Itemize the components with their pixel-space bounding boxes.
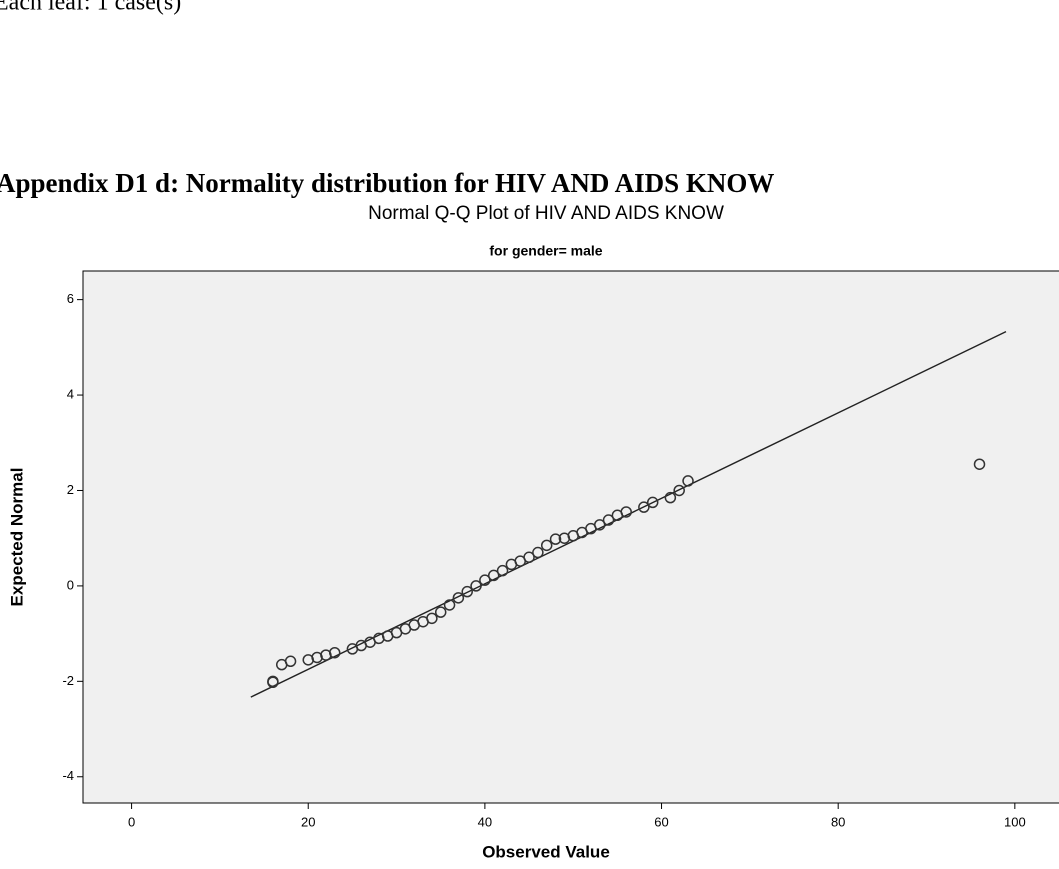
y-tick-label: -4 [62, 768, 74, 783]
y-tick-label: 0 [67, 577, 74, 592]
x-tick-label: 80 [831, 814, 845, 829]
point [267, 676, 279, 689]
y-tick-label: -2 [62, 673, 74, 688]
x-tick-label: 20 [301, 814, 315, 829]
x-tick-label: 60 [654, 814, 668, 829]
point [646, 496, 659, 509]
point [523, 551, 535, 564]
point [496, 564, 509, 577]
point [540, 539, 553, 552]
point [532, 546, 544, 559]
point [443, 599, 456, 611]
plot-area [82, 270, 1059, 804]
point [479, 574, 491, 586]
point [620, 506, 632, 518]
appendix-title: Appendix D1 d: Normality distribution fo… [0, 168, 774, 198]
point [487, 569, 500, 582]
point [638, 501, 650, 513]
point [973, 458, 986, 470]
point [328, 646, 341, 659]
chart-subtitle: for gender= male [489, 243, 602, 259]
point [434, 606, 447, 618]
point [461, 585, 473, 598]
chart-title: Normal Q-Q Plot of HIV AND AIDS KNOW [368, 203, 724, 224]
reference-line [250, 330, 1007, 698]
point [682, 475, 694, 487]
leaf-note: Each leaf: 1 case(s) [0, 0, 181, 16]
x-axis-label: Observed Value [482, 842, 610, 861]
y-tick-label: 2 [67, 482, 74, 497]
point [452, 592, 465, 604]
point [664, 491, 677, 504]
point [284, 655, 297, 668]
y-tick-label: 4 [67, 386, 74, 401]
point [593, 519, 606, 531]
x-tick-label: 0 [128, 814, 135, 829]
x-tick-label: 40 [478, 814, 492, 829]
x-tick-label: 100 [1004, 814, 1026, 829]
point [602, 514, 615, 526]
point [673, 484, 685, 497]
point [426, 612, 438, 625]
y-axis-label: Expected Normal [7, 468, 26, 607]
y-tick-label: 6 [67, 291, 74, 306]
point [470, 580, 482, 592]
point [549, 533, 562, 545]
